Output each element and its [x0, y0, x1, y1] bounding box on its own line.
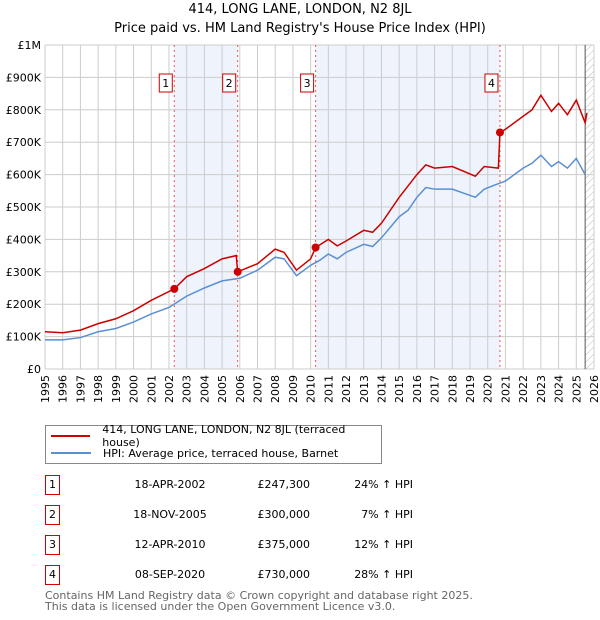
x-tick-label: 2025 — [570, 375, 583, 403]
sale-date: 12-APR-2010 — [134, 538, 206, 551]
legend-label: HPI: Average price, terraced house, Barn… — [103, 446, 339, 460]
sale-label: 4 — [488, 77, 495, 90]
x-tick-label: 2021 — [499, 375, 512, 403]
sale-date: 18-NOV-2005 — [133, 508, 207, 521]
sale-point — [311, 243, 320, 252]
x-tick-label: 2002 — [163, 375, 176, 403]
x-tick-label: 1995 — [39, 375, 52, 403]
sale-hpi-diff: 28% ↑ HPI — [354, 568, 413, 581]
sale-price: £375,000 — [257, 538, 311, 551]
sale-label-box — [300, 73, 315, 93]
sale-point — [170, 284, 179, 293]
x-tick-label: 2014 — [375, 375, 388, 403]
x-tick-label: 2004 — [198, 375, 211, 403]
sale-point — [495, 128, 504, 137]
price-chart: 1995 1996 1997 1998 1999 2000 2001 2002 2003 2004… — [6, 39, 600, 403]
x-tick-label: 2020 — [482, 375, 495, 403]
sale-label-box — [158, 73, 173, 93]
sale-marker: 4 — [45, 565, 60, 585]
x-tick-label: 2022 — [517, 375, 530, 403]
sale-label: 3 — [304, 77, 311, 90]
y-tick-label: £300K — [6, 266, 42, 279]
x-tick-label: 2008 — [269, 375, 282, 403]
x-tick-label: 2006 — [234, 375, 247, 403]
x-tick-label: 2011 — [322, 375, 335, 403]
x-tick-label: 2024 — [553, 375, 566, 403]
y-tick-label: £400K — [6, 233, 42, 246]
x-tick-label: 1997 — [74, 375, 87, 403]
legend-item-hpi: HPI: Average price, terraced house, Barn… — [46, 445, 338, 461]
sale-price: £730,000 — [257, 568, 311, 581]
x-tick-label: 2013 — [358, 375, 371, 403]
footer: Contains HM Land Registry data © Crown c… — [45, 590, 473, 612]
x-tick-label: 2003 — [181, 375, 194, 403]
table-row: 1 18-APR-2002 £247,300 24% ↑ HPI — [45, 475, 465, 495]
y-tick-label: £500K — [6, 201, 42, 214]
sale-hpi-diff: 12% ↑ HPI — [354, 538, 413, 551]
sale-hpi-diff: 7% ↑ HPI — [361, 508, 413, 521]
x-tick-label: 2005 — [216, 375, 229, 403]
chart-title: 414, LONG LANE, LONDON, N2 8JL — [188, 2, 412, 17]
legend-label: 414, LONG LANE, LONDON, N2 8JL (terraced… — [102, 423, 346, 449]
x-tick-label: 2018 — [446, 375, 459, 403]
y-tick-label: £700K — [6, 136, 42, 149]
x-tick-label: 2026 — [588, 375, 600, 403]
sale-label-box — [222, 73, 237, 93]
sale-date: 18-APR-2002 — [134, 478, 206, 491]
sale-price: £247,300 — [257, 478, 311, 491]
sale-marker: 2 — [45, 505, 60, 525]
y-tick-label: £100K — [6, 331, 42, 344]
x-tick-label: 2012 — [340, 375, 353, 403]
sale-hpi-diff: 24% ↑ HPI — [354, 478, 413, 491]
series-line — [45, 154, 586, 341]
x-tick-label: 2016 — [411, 375, 424, 403]
y-tick-label: £1M — [18, 39, 42, 52]
x-tick-label: 2010 — [305, 375, 318, 403]
legend-swatch-blue — [51, 452, 91, 454]
legend-swatch-red — [51, 435, 91, 437]
legend: 414, LONG LANE, LONDON, N2 8JL (terraced… — [45, 423, 382, 464]
sale-label: 2 — [226, 77, 233, 90]
x-tick-label: 1999 — [110, 375, 123, 403]
sale-label-box — [484, 73, 499, 93]
footer-line: This data is licensed under the Open Gov… — [45, 600, 396, 613]
legend-item-property: 414, LONG LANE, LONDON, N2 8JL (terraced… — [46, 423, 381, 449]
footer-line: Contains HM Land Registry data © Crown c… — [45, 589, 473, 602]
sale-price: £300,000 — [257, 508, 311, 521]
sale-point — [233, 267, 242, 276]
sale-marker: 3 — [45, 535, 60, 555]
sale-date: 08-SEP-2020 — [134, 568, 206, 581]
sale-label: 1 — [162, 77, 169, 90]
x-tick-label: 2009 — [287, 375, 300, 403]
x-tick-label: 2023 — [535, 375, 548, 403]
x-tick-label: 1996 — [57, 375, 70, 403]
table-row: 4 08-SEP-2020 £730,000 28% ↑ HPI — [45, 565, 465, 585]
table-row: 2 18-NOV-2005 £300,000 7% ↑ HPI — [45, 505, 465, 525]
y-tick-label: £0 — [27, 363, 41, 376]
x-tick-label: 2015 — [393, 375, 406, 403]
y-tick-label: £200K — [6, 298, 42, 311]
chart-subtitle: Price paid vs. HM Land Registry's House … — [114, 21, 486, 36]
x-tick-label: 2017 — [429, 375, 442, 403]
x-tick-label: 2000 — [128, 375, 141, 403]
x-tick-label: 1998 — [92, 375, 105, 403]
x-tick-label: 2019 — [464, 375, 477, 403]
y-tick-label: £600K — [6, 169, 42, 182]
y-tick-label: £900K — [6, 71, 42, 84]
sale-marker: 1 — [45, 475, 60, 495]
x-tick-label: 2007 — [252, 375, 265, 403]
y-tick-label: £800K — [6, 104, 42, 117]
x-tick-label: 2001 — [145, 375, 158, 403]
table-row: 3 12-APR-2010 £375,000 12% ↑ HPI — [45, 535, 465, 555]
